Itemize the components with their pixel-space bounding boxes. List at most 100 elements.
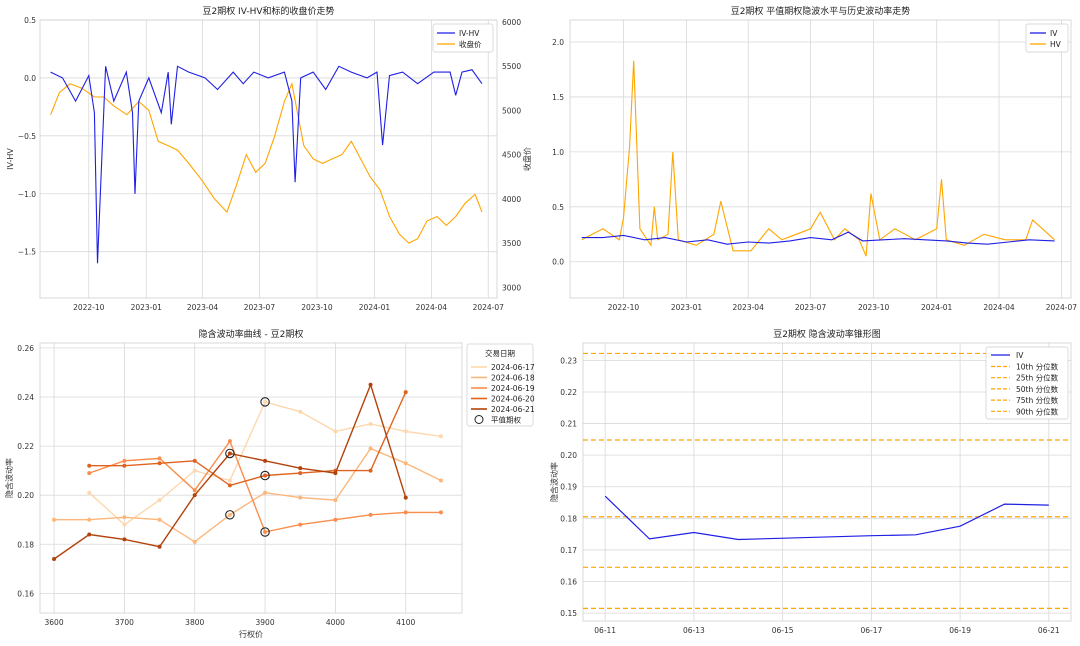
smile-point xyxy=(192,539,197,544)
smile-point xyxy=(368,446,373,451)
y-tick-label: 0.18 xyxy=(560,514,577,523)
legend-label: 25th 分位数 xyxy=(1016,373,1059,383)
smile-point xyxy=(298,522,303,527)
smile-point xyxy=(192,488,197,493)
plot-frame xyxy=(569,19,1072,299)
y-tick-label: 0.16 xyxy=(560,578,577,587)
smile-point xyxy=(87,490,92,495)
x-tick-label: 2023-07 xyxy=(795,303,827,312)
smile-point xyxy=(333,471,338,476)
smile-point xyxy=(298,409,303,414)
y-tick-label: 0.5 xyxy=(552,203,564,212)
smile-series xyxy=(52,382,408,561)
smile-point xyxy=(333,498,338,503)
y2-tick-label: 4000 xyxy=(502,195,521,204)
y2-tick-label: 5500 xyxy=(502,62,521,71)
chart-title: 豆2期权 平值期权隐波水平与历史波动率走势 xyxy=(731,5,911,17)
legend-label: IV-HV xyxy=(459,29,480,38)
close-price-line xyxy=(50,81,483,244)
x-tick-label: 2024-07 xyxy=(1046,303,1078,312)
x-tick-label: 06-17 xyxy=(860,626,882,635)
x-tick-label: 2023-01 xyxy=(131,303,163,312)
legend-label: 平值期权 xyxy=(491,415,521,425)
smile-point xyxy=(263,458,268,463)
y-tick-label: 0.26 xyxy=(17,344,34,353)
legend-label: IV xyxy=(1050,29,1058,38)
smile-point xyxy=(333,429,338,434)
legend-label: 90th 分位数 xyxy=(1016,406,1059,416)
legend-label: 2024-06-17 xyxy=(491,363,535,372)
legend-label: 2024-06-19 xyxy=(491,384,535,393)
hv-line xyxy=(581,60,1055,257)
smile-point xyxy=(368,512,373,517)
smile-line xyxy=(53,382,407,560)
atm-marker xyxy=(260,470,270,481)
legend-label: 2024-06-18 xyxy=(491,374,535,383)
smile-point xyxy=(298,466,303,471)
iv-hv-line xyxy=(50,65,483,264)
y-tick-label: 0.20 xyxy=(17,491,34,500)
smile-point xyxy=(157,456,162,461)
smile-point xyxy=(122,515,127,520)
smile-point xyxy=(368,382,373,387)
y-tick-label: −1.0 xyxy=(18,190,36,199)
y-tick-label: 0.17 xyxy=(560,546,577,555)
smile-series xyxy=(87,390,408,488)
smile-point xyxy=(192,468,197,473)
x-tick-label: 2023-10 xyxy=(858,303,890,312)
smile-point xyxy=(403,390,408,395)
smile-point xyxy=(227,512,232,517)
smile-point xyxy=(403,461,408,466)
smile-point xyxy=(438,478,443,483)
smile-series xyxy=(52,446,443,544)
ivhv-chart: 2022-10 2023-01 2023-04 2023-07 2023-10 2024-… xyxy=(6,5,532,312)
smile-point xyxy=(122,522,127,527)
chart-title: 豆2期权 IV-HV和标的收盘价走势 xyxy=(202,5,334,17)
cone-chart: 06-11 06-13 06-15 06-17 06-19 06-21 0.23 0.22 0.… xyxy=(549,328,1072,635)
y2-tick-label: 5000 xyxy=(502,106,521,115)
smile-point xyxy=(87,532,92,537)
iv-line xyxy=(581,231,1055,245)
legend-label: 2024-06-21 xyxy=(491,405,535,414)
smile-point xyxy=(157,544,162,549)
smile-point xyxy=(157,498,162,503)
y-tick-label: 0.19 xyxy=(560,483,577,492)
smile-point xyxy=(263,399,268,404)
smile-point xyxy=(157,461,162,466)
x-tick-label: 2024-07 xyxy=(473,303,505,312)
y-axis-label: 隐含波动率 xyxy=(549,462,559,502)
x-tick-label: 2024-04 xyxy=(416,303,448,312)
x-tick-label: 2023-04 xyxy=(733,303,765,312)
smile-point xyxy=(368,468,373,473)
y-tick-label: 0.16 xyxy=(17,589,34,598)
y2-tick-label: 3500 xyxy=(502,239,521,248)
y-tick-label: 0.23 xyxy=(560,356,577,365)
iv-level-chart: 2022-10 2023-01 2023-04 2023-07 2023-10 2024-… xyxy=(552,5,1077,312)
y-tick-label: 1.0 xyxy=(552,148,564,157)
x-tick-label: 2024-04 xyxy=(983,303,1015,312)
legend-label: 10th 分位数 xyxy=(1016,362,1059,372)
legend-box xyxy=(985,346,1069,420)
iv-line xyxy=(604,495,1049,541)
plot-frame xyxy=(582,342,1072,622)
legend-box xyxy=(466,343,534,427)
y-tick-label: 0.15 xyxy=(560,609,577,618)
y-tick-label: 0.22 xyxy=(560,388,577,397)
x-tick-label: 2024-01 xyxy=(921,303,953,312)
legend-box xyxy=(432,23,494,53)
smile-point xyxy=(227,439,232,444)
smile-point xyxy=(403,510,408,515)
legend-label: 收盘价 xyxy=(459,39,482,49)
smile-point xyxy=(192,493,197,498)
y-tick-label: 0.0 xyxy=(552,258,564,267)
y-tick-label: 0.21 xyxy=(560,420,577,429)
smile-point xyxy=(298,495,303,500)
x-tick-label: 2022-10 xyxy=(608,303,640,312)
y-tick-label: −1.5 xyxy=(18,248,36,257)
atm-marker xyxy=(260,527,270,537)
y-tick-label: 0.22 xyxy=(17,442,34,451)
smile-point xyxy=(438,510,443,515)
